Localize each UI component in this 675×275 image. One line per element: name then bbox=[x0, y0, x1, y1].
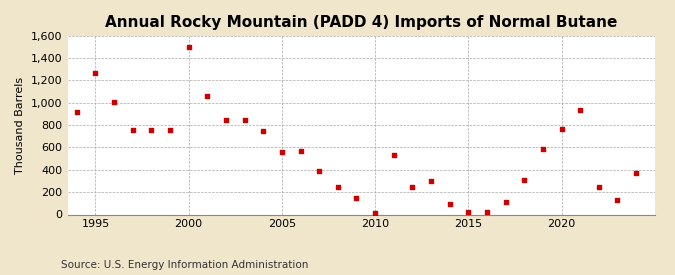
Point bbox=[444, 202, 455, 207]
Point bbox=[463, 210, 474, 214]
Point bbox=[90, 70, 101, 75]
Point bbox=[537, 146, 548, 151]
Point bbox=[630, 171, 641, 175]
Point bbox=[128, 128, 138, 132]
Point bbox=[146, 127, 157, 132]
Point bbox=[481, 210, 492, 214]
Point bbox=[407, 184, 418, 189]
Point bbox=[332, 184, 343, 189]
Point bbox=[109, 100, 119, 104]
Point bbox=[612, 198, 623, 202]
Point bbox=[221, 117, 232, 122]
Point bbox=[295, 149, 306, 153]
Point bbox=[500, 200, 511, 204]
Y-axis label: Thousand Barrels: Thousand Barrels bbox=[16, 76, 26, 174]
Point bbox=[593, 184, 604, 189]
Title: Annual Rocky Mountain (PADD 4) Imports of Normal Butane: Annual Rocky Mountain (PADD 4) Imports o… bbox=[105, 15, 618, 31]
Point bbox=[239, 117, 250, 122]
Point bbox=[258, 128, 269, 133]
Point bbox=[388, 153, 399, 157]
Point bbox=[165, 127, 176, 132]
Point bbox=[314, 169, 325, 174]
Point bbox=[426, 179, 437, 183]
Point bbox=[575, 108, 586, 112]
Point bbox=[556, 127, 567, 131]
Point bbox=[519, 178, 530, 183]
Text: Source: U.S. Energy Information Administration: Source: U.S. Energy Information Administ… bbox=[61, 260, 308, 270]
Point bbox=[72, 109, 82, 114]
Point bbox=[277, 150, 288, 155]
Point bbox=[184, 45, 194, 50]
Point bbox=[370, 211, 381, 216]
Point bbox=[202, 94, 213, 98]
Point bbox=[351, 196, 362, 200]
